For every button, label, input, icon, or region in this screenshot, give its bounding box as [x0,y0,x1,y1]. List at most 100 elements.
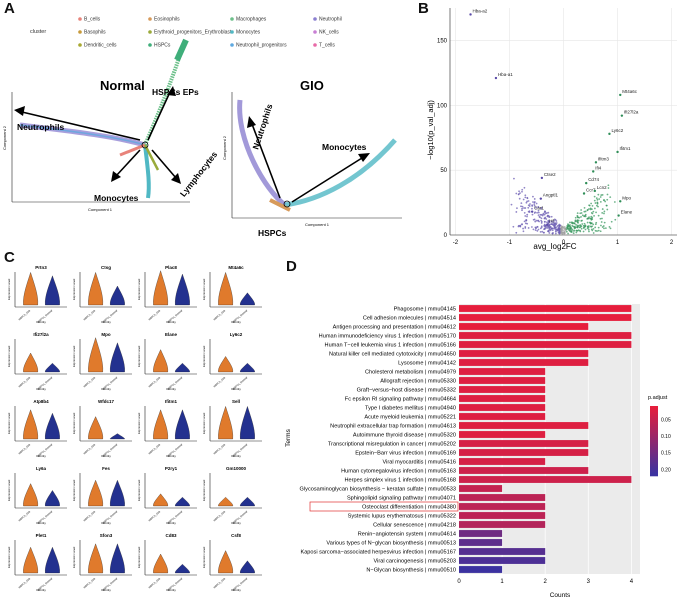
volcano-point [518,197,521,200]
kegg-term-label: Various types of N−glycan biosynthesis |… [326,540,456,546]
kegg-xlabel: Counts [550,592,571,599]
volcano-point [539,216,541,219]
violin-ylabel: Expression Level [202,412,206,434]
volcano-point [547,230,549,233]
kegg-bar [459,476,632,483]
padjust-colorbar-segment [650,448,658,451]
volcano-point [548,228,551,231]
gio-ylabel: Component 2 [222,135,227,160]
volcano-point [537,206,540,208]
violin-shape [218,496,234,507]
volcano-point [577,216,580,219]
kegg-term-label: Herpes simplex virus 1 infection | mmu05… [344,477,456,483]
violin-gene-title: Ifi27l2a [33,332,49,337]
kegg-term-label: Human T−cell leukemia virus 1 infection … [325,342,456,348]
volcano-point [539,230,542,233]
panel-a-trajectory: cluster B_cells Eosinophils Macrophages Neu… [2,17,402,238]
kegg-bar [459,431,546,438]
volcano-point [619,200,622,203]
volcano-point [620,114,624,117]
highlight-box [309,501,459,512]
volcano-xtick: 2 [670,240,674,246]
panel-label-d: D [286,258,297,275]
kegg-bar [459,512,546,519]
violin-shape [45,546,60,574]
violin-gene-title: Plac8 [165,265,177,270]
kegg-bar [459,503,546,510]
volcano-point [599,230,602,233]
volcano-point [531,205,534,207]
volcano-point [525,219,528,222]
violin-shape [88,271,104,306]
volcano-point [552,221,555,224]
volcano-point [516,207,518,210]
violin-shape [175,409,190,440]
volcano-point [567,232,569,235]
volcano-point [576,226,579,229]
violin-ylabel: Expression Level [72,546,76,568]
volcano-point [600,194,603,196]
padjust-colorbar-segment [650,442,658,445]
violin-xlabel: Identity [36,387,46,391]
volcano-point [524,194,527,197]
volcano-xtick: -1 [507,240,513,246]
kegg-term-label: Transcriptional misregulation in cancer … [328,441,456,447]
kegg-bar [459,341,632,348]
volcano-point [566,225,569,227]
volcano-point [526,222,529,225]
kegg-bar [459,332,632,339]
volcano-point [590,218,593,221]
volcano-point [535,202,538,205]
volcano-point [597,226,600,229]
kegg-term-label: Osteoclast differentiation | mmu04380 [362,504,456,510]
volcano-point [510,203,513,206]
volcano-point [522,227,524,230]
volcano-point [538,220,541,223]
volcano-point [554,230,557,233]
volcano-point [550,215,553,218]
legend-swatch [230,17,234,21]
volcano-point [515,231,518,234]
volcano-point [598,198,601,200]
legend-label: Macrophages [236,17,267,23]
violin-gene-title: Fes [102,466,110,471]
volcano-point [581,214,584,217]
volcano-point [524,196,527,199]
volcano-point [533,203,536,206]
violin-gene-title: Mpo [101,332,110,337]
padjust-colorbar-segment [650,420,658,423]
volcano-point [517,224,520,227]
volcano-point [565,230,568,233]
volcano-point [547,211,550,214]
volcano-gene-label: Ifi4 [595,165,602,170]
volcano-point [610,220,613,223]
volcano-gene-label: Ifi27l2a [624,110,639,115]
violin-shape [218,271,234,306]
violin-group-label: HSPCs_GIO [212,376,226,389]
kegg-bar [459,449,589,456]
violin-group-label: HSPCs_GIO [212,443,226,456]
volcano-point [523,220,526,223]
legend-swatch [78,43,82,47]
volcano-point [549,226,552,228]
volcano-point [526,213,529,216]
volcano-point [556,225,559,228]
volcano-point [553,224,556,227]
padjust-colorbar-segment [650,446,658,449]
violin-shape [23,352,39,373]
volcano-point [587,217,589,220]
volcano-point [561,233,564,235]
padjust-colorbar-segment [650,464,658,467]
volcano-ytick: 0 [444,233,448,239]
volcano-point [521,209,523,212]
panel-d-kegg-bar: 0 1 2 3 4 Phagosome | mmu04145 Cell adhesion m… [285,304,671,599]
violin-shape [153,349,169,373]
volcano-gene-label: Elane [621,210,633,215]
violin-group-label: HSPCs_GIO [82,309,96,322]
violin-shape [45,362,60,373]
volcano-point [533,212,536,214]
legend-label: Eosinophils [154,17,180,23]
volcano-point [523,211,526,214]
volcano-point [580,212,583,214]
kegg-bar [459,359,589,366]
